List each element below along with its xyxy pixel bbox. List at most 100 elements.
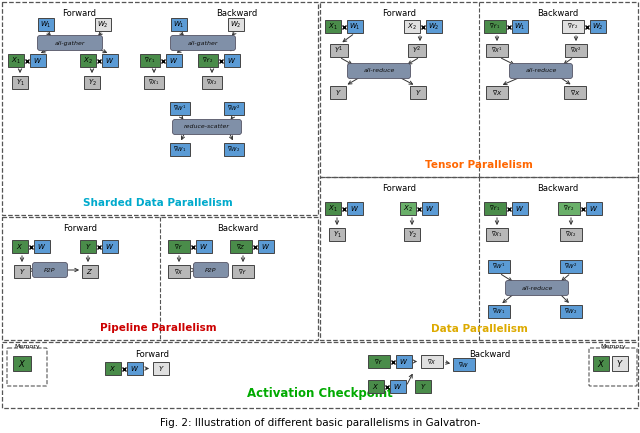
Text: $W$: $W$ [131, 364, 140, 373]
Text: Memory: Memory [14, 344, 40, 349]
FancyBboxPatch shape [12, 76, 28, 89]
Text: $X_2$: $X_2$ [83, 55, 93, 66]
Text: $\nabla Z$: $\nabla Z$ [236, 242, 246, 251]
FancyBboxPatch shape [506, 281, 568, 295]
Text: $W$: $W$ [394, 382, 403, 391]
Text: $\nabla W_1$: $\nabla W_1$ [492, 307, 506, 317]
Text: Forward: Forward [63, 224, 97, 233]
Text: $W$: $W$ [399, 357, 408, 366]
Text: Activation Checkpoint: Activation Checkpoint [247, 387, 393, 400]
Text: Backward: Backward [538, 9, 579, 18]
Text: $\nabla Y$: $\nabla Y$ [174, 242, 184, 251]
Text: $W$: $W$ [106, 56, 115, 65]
Text: Forward: Forward [382, 9, 416, 18]
FancyBboxPatch shape [612, 356, 628, 371]
FancyBboxPatch shape [198, 54, 218, 67]
FancyBboxPatch shape [486, 86, 508, 99]
FancyBboxPatch shape [171, 18, 187, 31]
FancyBboxPatch shape [453, 358, 475, 371]
Text: $W_1$: $W_1$ [514, 21, 526, 32]
FancyBboxPatch shape [486, 228, 508, 241]
FancyBboxPatch shape [14, 265, 30, 278]
FancyBboxPatch shape [512, 202, 528, 215]
Text: $\nabla X$: $\nabla X$ [428, 357, 436, 366]
Text: $W_2$: $W_2$ [97, 19, 109, 29]
Text: reduce-scatter: reduce-scatter [184, 125, 230, 129]
FancyBboxPatch shape [560, 260, 582, 273]
FancyBboxPatch shape [390, 380, 406, 393]
Text: Forward: Forward [62, 9, 96, 18]
Text: $\nabla X_1$: $\nabla X_1$ [148, 78, 160, 87]
Text: $W_1$: $W_1$ [173, 19, 185, 29]
Text: Pipeline Parallelism: Pipeline Parallelism [100, 323, 216, 333]
FancyBboxPatch shape [586, 202, 602, 215]
Text: all-reduce: all-reduce [522, 285, 553, 291]
Text: $W$: $W$ [33, 56, 43, 65]
FancyBboxPatch shape [168, 240, 190, 253]
Text: $W$: $W$ [426, 204, 435, 213]
FancyBboxPatch shape [421, 355, 443, 368]
FancyBboxPatch shape [396, 355, 412, 368]
Text: $X$: $X$ [109, 364, 116, 373]
FancyBboxPatch shape [38, 36, 102, 51]
Text: $\nabla W^1$: $\nabla W^1$ [492, 262, 506, 271]
FancyBboxPatch shape [84, 76, 100, 89]
FancyBboxPatch shape [12, 240, 28, 253]
Text: Forward: Forward [135, 350, 169, 359]
FancyBboxPatch shape [593, 356, 609, 371]
Text: Backward: Backward [469, 350, 511, 359]
Text: $\nabla Y_1$: $\nabla Y_1$ [490, 204, 500, 213]
FancyBboxPatch shape [38, 18, 54, 31]
Text: $\nabla W$: $\nabla W$ [458, 360, 470, 369]
Text: $W$: $W$ [200, 242, 209, 251]
Text: $Y$: $Y$ [19, 267, 26, 276]
Text: $Y$: $Y$ [616, 358, 624, 369]
FancyBboxPatch shape [329, 228, 345, 241]
Text: $X_1$: $X_1$ [11, 55, 21, 66]
FancyBboxPatch shape [228, 18, 244, 31]
Text: $X_1$: $X_1$ [328, 21, 338, 32]
FancyBboxPatch shape [230, 240, 252, 253]
FancyBboxPatch shape [509, 64, 573, 78]
Text: $W$: $W$ [261, 242, 271, 251]
Text: Tensor Parallelism: Tensor Parallelism [425, 160, 533, 170]
Text: $\nabla W^2$: $\nabla W^2$ [564, 262, 578, 271]
FancyBboxPatch shape [484, 20, 506, 33]
Text: $\nabla X^1$: $\nabla X^1$ [491, 46, 503, 55]
FancyBboxPatch shape [330, 86, 346, 99]
FancyBboxPatch shape [565, 44, 587, 57]
Text: $\nabla Y_2$: $\nabla Y_2$ [202, 55, 214, 65]
Text: $Y_1$: $Y_1$ [15, 78, 24, 87]
FancyBboxPatch shape [144, 76, 164, 89]
FancyBboxPatch shape [34, 240, 50, 253]
Text: $W$: $W$ [170, 56, 179, 65]
Text: all-gather: all-gather [55, 41, 85, 45]
Text: $Y$: $Y$ [335, 88, 341, 97]
Text: $\nabla W^2$: $\nabla W^2$ [227, 104, 241, 113]
FancyBboxPatch shape [8, 54, 24, 67]
FancyBboxPatch shape [415, 380, 431, 393]
FancyBboxPatch shape [102, 54, 118, 67]
Text: $\nabla W_1$: $\nabla W_1$ [173, 145, 187, 155]
FancyBboxPatch shape [173, 120, 241, 135]
Text: $Y_2$: $Y_2$ [408, 229, 417, 239]
Text: $\nabla X$: $\nabla X$ [492, 88, 502, 97]
Text: $\nabla Y_2$: $\nabla Y_2$ [568, 22, 579, 32]
Text: $\nabla W_2$: $\nabla W_2$ [564, 307, 578, 317]
Text: $\nabla X$: $\nabla X$ [174, 267, 184, 276]
Text: $X_2$: $X_2$ [403, 204, 413, 213]
Text: $\nabla Y$: $\nabla Y$ [238, 267, 248, 276]
FancyBboxPatch shape [232, 265, 254, 278]
Text: Backward: Backward [538, 184, 579, 193]
Text: $\nabla Y$: $\nabla Y$ [374, 357, 384, 366]
Text: $\nabla Y_1$: $\nabla Y_1$ [145, 55, 156, 65]
FancyBboxPatch shape [560, 228, 582, 241]
Text: $X$: $X$ [18, 358, 26, 369]
Text: $Y$: $Y$ [420, 382, 426, 391]
FancyBboxPatch shape [368, 380, 384, 393]
FancyBboxPatch shape [330, 44, 348, 57]
Text: Backward: Backward [218, 224, 259, 233]
Text: $Y$: $Y$ [84, 242, 92, 251]
Bar [320, 2, 638, 177]
FancyBboxPatch shape [202, 76, 222, 89]
